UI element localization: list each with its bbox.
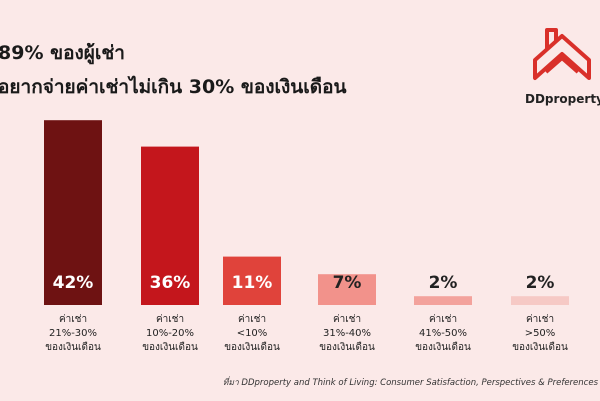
x-tick-label: ค่าเช่า 31%-40% ของเงินเดือน — [319, 314, 375, 353]
bar — [44, 120, 102, 305]
brand: DDproperty — [525, 92, 600, 106]
value-label: 2% — [526, 273, 555, 293]
bar — [141, 146, 199, 305]
bar — [511, 296, 569, 305]
x-tick-label: ค่าเช่า 41%-50% ของเงินเดือน — [415, 314, 471, 353]
chart-title: 89% ของผู้เช่า — [0, 42, 125, 64]
chart-subtitle: อยากจ่ายค่าเช่าไม่เกิน 30% ของเงินเดือน — [0, 76, 347, 98]
bar — [318, 274, 376, 305]
x-tick-label: ค่าเช่า >50% ของเงินเดือน — [512, 314, 568, 353]
value-label: 36% — [150, 273, 191, 293]
bar — [223, 256, 281, 305]
value-label: 11% — [232, 273, 273, 293]
value-label: 7% — [333, 273, 362, 293]
logo — [533, 28, 591, 80]
bar — [414, 296, 472, 305]
value-label: 2% — [429, 273, 458, 293]
value-label: 42% — [53, 273, 94, 293]
x-tick-label: ค่าเช่า <10% ของเงินเดือน — [224, 314, 280, 353]
x-tick-label: ค่าเช่า 10%-20% ของเงินเดือน — [142, 314, 198, 353]
source-note: ที่มา DDproperty and Think of Living: Co… — [222, 378, 598, 388]
x-tick-label: ค่าเช่า 21%-30% ของเงินเดือน — [45, 314, 101, 353]
